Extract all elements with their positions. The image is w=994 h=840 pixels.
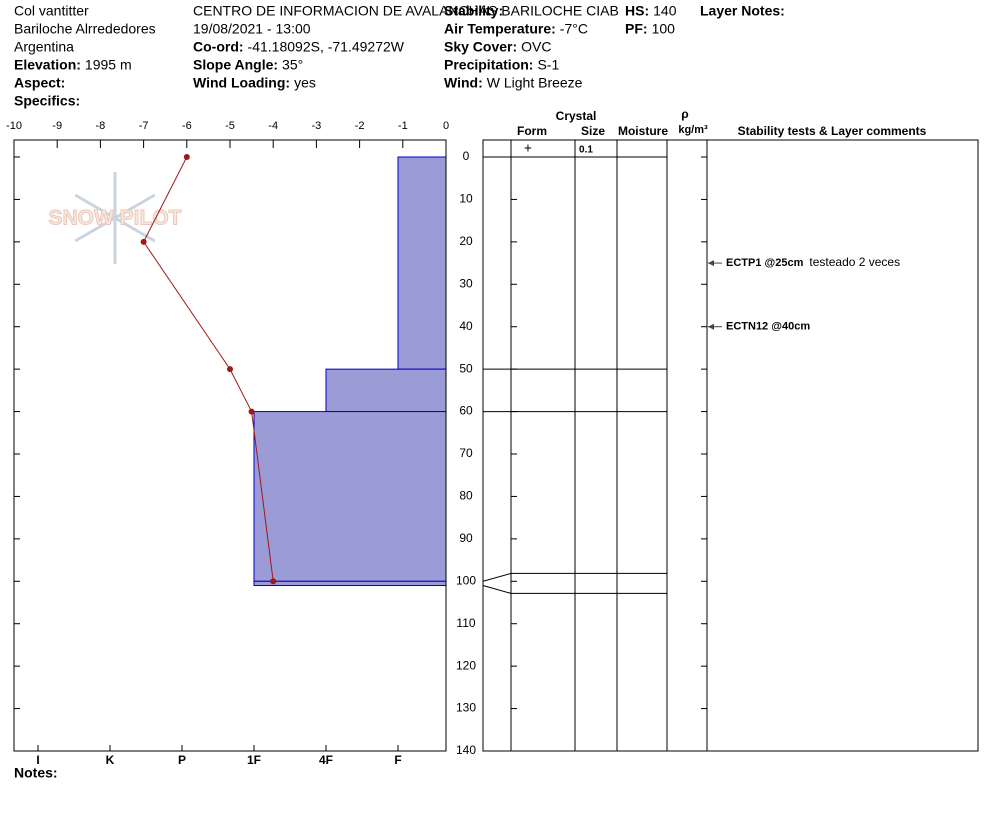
header-text: -41.18092S, -71.49272W <box>248 39 405 55</box>
x-tick-label: -10 <box>6 120 22 132</box>
hardness-label: K <box>106 753 115 767</box>
x-tick-label: -4 <box>268 120 278 132</box>
x-tick-label: -5 <box>225 120 235 132</box>
x-tick-label: -9 <box>52 120 62 132</box>
y-tick-label: 90 <box>459 531 473 545</box>
temperature-point <box>183 154 190 160</box>
header-text: S-1 <box>537 57 559 73</box>
logo-flake <box>74 216 116 243</box>
temperature-point <box>248 408 255 415</box>
hardness-layer <box>397 156 447 370</box>
header-text: Bariloche Alrrededores <box>14 21 156 37</box>
column-header: Stability tests & Layer comments <box>738 124 927 138</box>
test-arrowhead <box>708 323 714 330</box>
column-header: Crystal <box>556 109 597 123</box>
y-tick-label: 100 <box>456 573 476 587</box>
y-tick-label: 140 <box>456 743 476 757</box>
test-arrowhead <box>708 260 714 267</box>
logo-flake <box>114 193 156 220</box>
logo: SNOW PILOT <box>48 172 182 264</box>
header-text: Aspect: <box>14 75 65 91</box>
column-header: Size <box>581 124 605 138</box>
y-tick-label: 60 <box>459 404 473 418</box>
x-tick-label: 0 <box>443 120 449 132</box>
hardness-label: I <box>36 753 39 767</box>
header-text: Slope Angle: <box>193 57 278 73</box>
header-text: Col vantitter <box>14 3 89 19</box>
header-text: Precipitation: <box>444 57 533 73</box>
y-tick-label: 80 <box>459 489 473 503</box>
header-text: W Light Breeze <box>487 75 583 91</box>
y-tick-label: 70 <box>459 446 473 460</box>
header-text: 35° <box>282 57 303 73</box>
layer-fan <box>482 572 512 582</box>
layer-table <box>482 139 979 752</box>
y-tick-label: 30 <box>459 276 473 290</box>
logo-flake <box>74 193 116 220</box>
column-header: Form <box>517 124 547 138</box>
test-label: ECTN12 @40cm <box>726 321 810 333</box>
header-text: Argentina <box>14 39 74 55</box>
test-label: ECTP1 @25cm <box>726 257 804 269</box>
y-tick-label: 20 <box>459 234 473 248</box>
temperature-point <box>227 366 233 373</box>
header-text: Stability: <box>444 3 503 19</box>
header-text: OVC <box>521 39 551 55</box>
y-tick-label: 10 <box>459 192 473 206</box>
y-tick-label: 40 <box>459 319 473 333</box>
x-tick-label: -7 <box>139 120 149 132</box>
y-tick-label: 50 <box>459 361 473 375</box>
hardness-layer <box>253 411 447 582</box>
header-text: Specifics: <box>14 93 80 109</box>
header-text: HS: <box>625 3 649 19</box>
layer-fan <box>482 585 512 594</box>
hardness-label: P <box>178 753 186 767</box>
x-tick-label: -6 <box>182 120 192 132</box>
header-text: Wind: <box>444 75 483 91</box>
hardness-layer <box>253 580 447 587</box>
column-header: ρ <box>681 107 688 121</box>
header-text: yes <box>294 75 316 91</box>
header-text: 1995 m <box>85 57 132 73</box>
x-tick-label: -3 <box>312 120 322 132</box>
column-header: kg/m³ <box>678 124 708 136</box>
logo-text: SNOW PILOT <box>49 207 182 230</box>
x-tick-label: -1 <box>398 120 408 132</box>
header-text: Wind Loading: <box>193 75 290 91</box>
y-tick-label: 0 <box>463 149 470 163</box>
header-text: Sky Cover: <box>444 39 517 55</box>
grain-size: 0.1 <box>579 145 593 156</box>
hardness-label: 4F <box>319 753 333 767</box>
x-tick-label: -2 <box>355 120 365 132</box>
x-tick-label: -8 <box>96 120 106 132</box>
header-text: Notes: <box>14 765 58 781</box>
header-text: PF: <box>625 21 648 37</box>
hardness-label: F <box>394 753 401 767</box>
y-tick-label: 110 <box>456 616 475 630</box>
y-tick-label: 130 <box>456 701 476 715</box>
header-text: 140 <box>653 3 677 19</box>
y-tick-label: 120 <box>456 658 476 672</box>
temperature-point <box>270 578 277 585</box>
column-header: Moisture <box>618 124 668 138</box>
hardness-label: 1F <box>247 753 261 767</box>
header-text: Layer Notes: <box>700 3 785 19</box>
header-text: 19/08/2021 - 13:00 <box>193 21 311 37</box>
grain-form: + <box>524 140 532 156</box>
hardness-layer <box>325 368 447 413</box>
header-text: CENTRO DE INFORMACION DE AVALANCHAS BARI… <box>193 3 619 19</box>
header-text: -7°C <box>560 21 588 37</box>
header-text: 100 <box>652 21 676 37</box>
temperature-point <box>140 238 147 245</box>
test-comment: testeado 2 veces <box>809 255 900 269</box>
logo-flake <box>114 216 156 243</box>
header-text: Co-ord: <box>193 39 244 55</box>
header-text: Elevation: <box>14 57 81 73</box>
header-text: Air Temperature: <box>444 21 556 37</box>
